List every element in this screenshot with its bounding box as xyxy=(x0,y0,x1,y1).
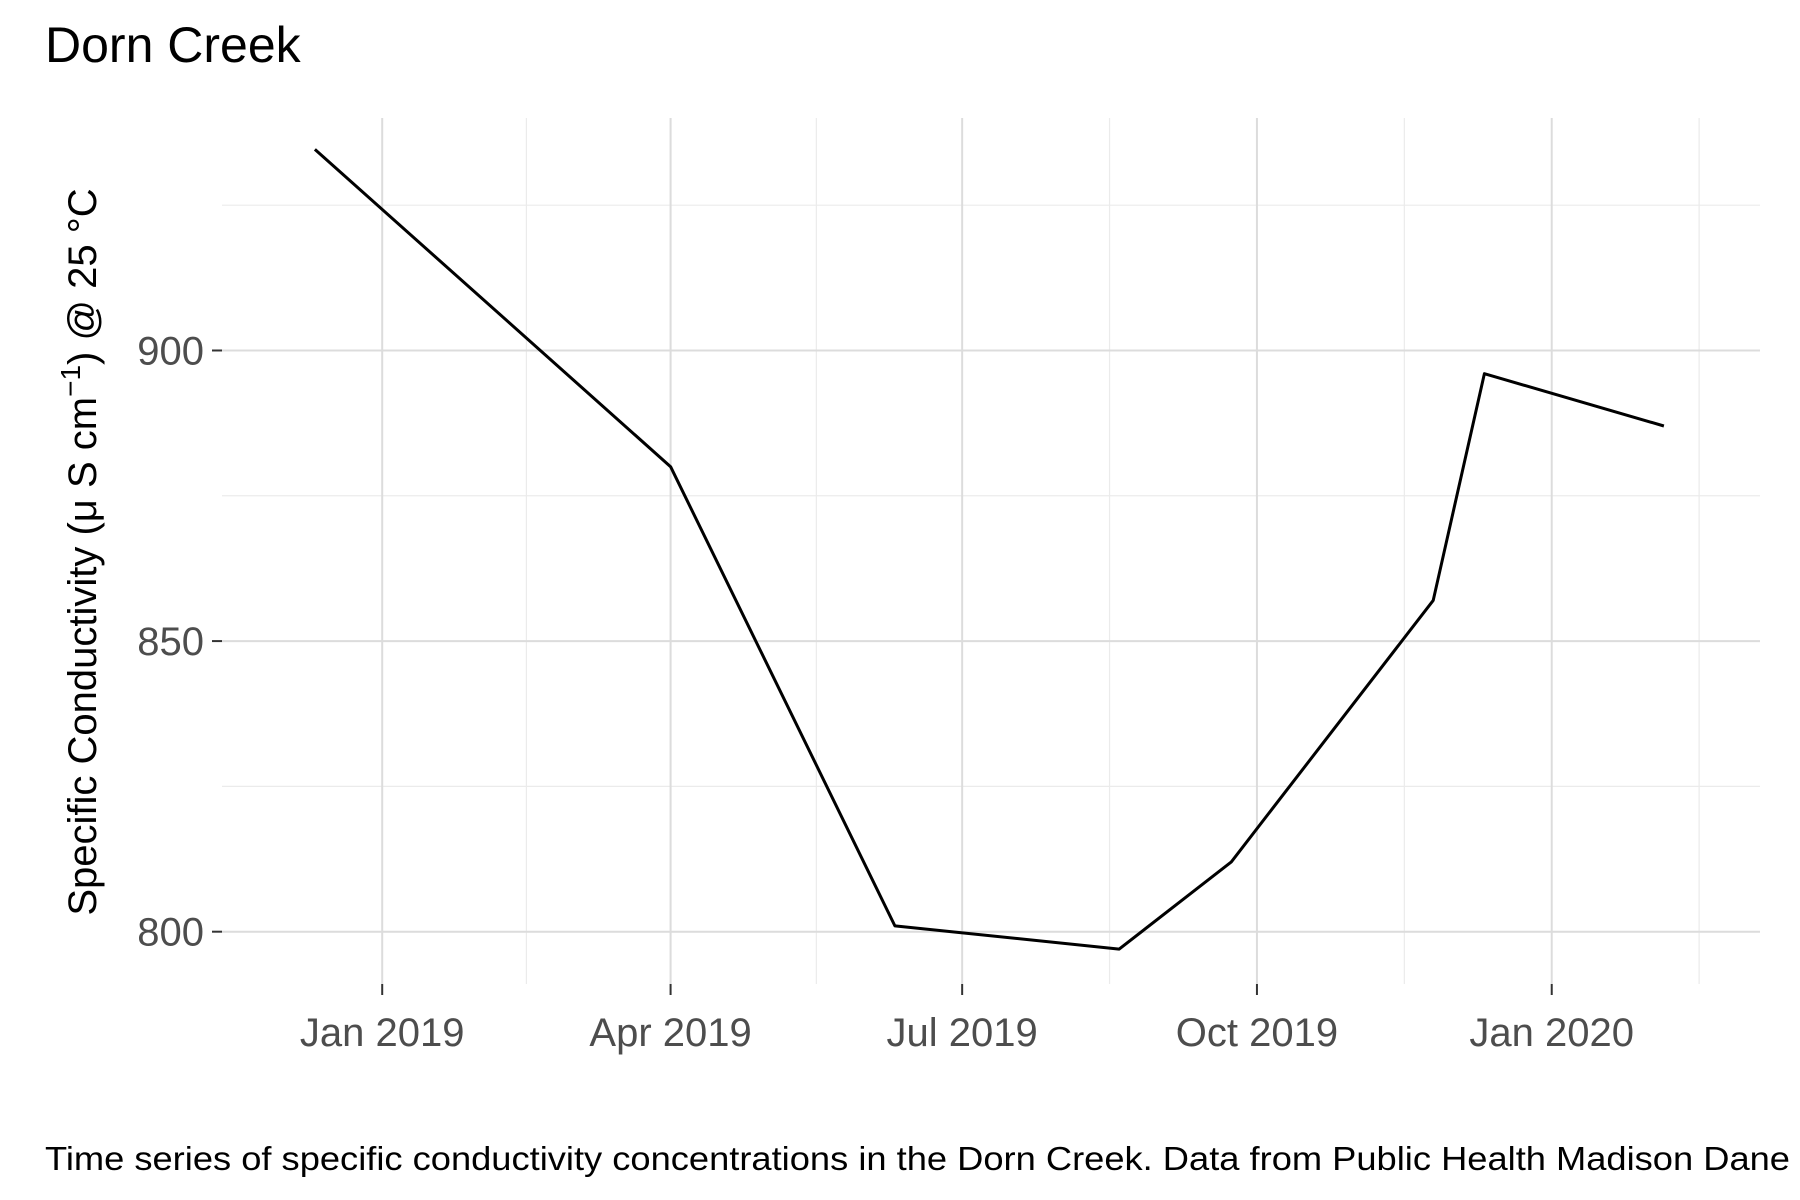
y-tick-marks xyxy=(212,349,222,933)
chart-caption: Time series of specific conductivity con… xyxy=(45,1140,1790,1177)
x-tick-label-jan-2020: Jan 2020 xyxy=(1469,1011,1634,1055)
x-tick-label-apr-2019: Apr 2019 xyxy=(589,1011,751,1055)
x-tick-labels: Jan 2019 Apr 2019 Jul 2019 Oct 2019 Jan 2020 xyxy=(300,1011,1634,1055)
x-tick-label-jul-2019: Jul 2019 xyxy=(887,1011,1038,1055)
grid-minor-x xyxy=(525,118,1700,984)
y-tick-label-900: 900 xyxy=(137,329,204,373)
y-axis-title: Specific Conductivity (μ S cm−1) @ 25 °C xyxy=(55,188,105,915)
grid-minor-y xyxy=(222,204,1760,787)
y-axis-title-main: Specific Conductivity ( xyxy=(61,522,105,916)
chart-title: Dorn Creek xyxy=(45,17,302,73)
y-tick-labels: 800 850 900 xyxy=(137,329,204,954)
series-line xyxy=(313,148,1665,951)
y-axis-title-mu: μ xyxy=(61,499,105,522)
y-axis-title-end: ) @ 25 °C xyxy=(61,188,105,365)
grid-major-x xyxy=(381,118,1553,984)
x-tick-label-jan-2019: Jan 2019 xyxy=(300,1011,465,1055)
y-tick-label-800: 800 xyxy=(137,911,204,955)
x-tick-label-oct-2019: Oct 2019 xyxy=(1176,1011,1338,1055)
y-axis-title-superscript: −1 xyxy=(55,365,86,397)
x-tick-marks xyxy=(381,984,1553,995)
y-tick-label-850: 850 xyxy=(137,620,204,664)
grid-major-y xyxy=(222,349,1760,933)
y-axis-title-unit: S cm xyxy=(61,397,105,499)
